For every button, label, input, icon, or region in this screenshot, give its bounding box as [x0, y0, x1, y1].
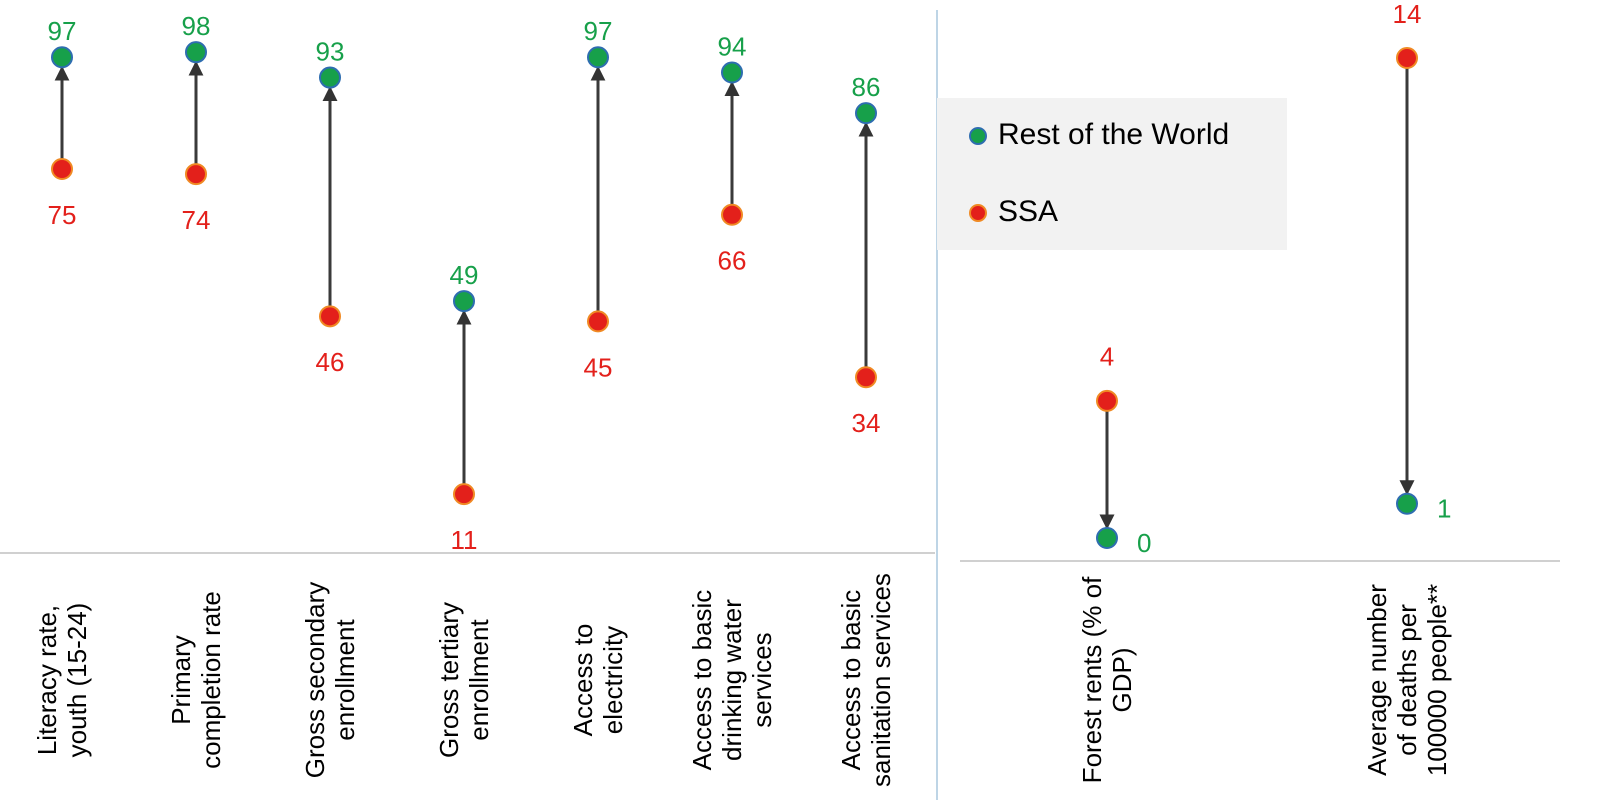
dot [855, 366, 877, 389]
value-label: 97 [584, 16, 613, 46]
dot [587, 46, 609, 69]
x-tick-label: Access to basic sanitation services [836, 573, 896, 787]
dot [721, 61, 743, 84]
value-label: 45 [584, 352, 613, 382]
dot [855, 102, 877, 125]
x-tick-label: Literacy rate, youth (15-24) [32, 602, 92, 758]
value-label: 74 [182, 205, 211, 235]
value-label: 11 [451, 525, 478, 555]
dot [319, 305, 341, 328]
legend-marker [969, 127, 987, 145]
x-tick-label: Forest rents (% of GDP) [1077, 576, 1137, 784]
dot [453, 483, 475, 506]
value-label: 93 [316, 36, 345, 66]
value-label: 86 [852, 72, 881, 102]
dot [1096, 527, 1118, 549]
dot [185, 163, 207, 186]
x-tick-label: Access to basic drinking water services [687, 589, 777, 771]
value-label: 75 [48, 200, 77, 230]
value-label: 0 [1137, 528, 1151, 558]
dot [587, 310, 609, 333]
x-tick-label: Gross secondary enrollment [300, 581, 360, 779]
value-label: 34 [852, 408, 881, 438]
value-label: 97 [48, 16, 77, 46]
dot [319, 66, 341, 89]
x-tick-label: Gross tertiary enrollment [434, 601, 494, 759]
dot [51, 46, 73, 69]
dot [1396, 47, 1418, 69]
legend-label: SSA [998, 195, 1058, 228]
value-label: 4 [1100, 342, 1114, 372]
value-label: 98 [182, 11, 211, 41]
value-label: 46 [316, 347, 345, 377]
legend-label: Rest of the World [998, 118, 1229, 151]
dot [453, 290, 475, 313]
legend-box [937, 98, 1287, 250]
value-label: 14 [1393, 0, 1422, 29]
dot [51, 158, 73, 180]
legend-marker [969, 204, 987, 222]
x-tick-label: Average number of deaths per 100000 peop… [1362, 583, 1452, 777]
value-label: 1 [1437, 494, 1451, 524]
dot [1096, 389, 1118, 412]
value-label: 66 [718, 246, 747, 276]
x-tick-label: Primary completion rate [166, 591, 226, 769]
x-tick-label: Access to electricity [568, 623, 628, 737]
dot [1396, 492, 1418, 515]
value-label: 94 [718, 31, 747, 61]
value-label: 49 [450, 260, 479, 290]
dot [185, 41, 207, 64]
dot [721, 203, 743, 226]
